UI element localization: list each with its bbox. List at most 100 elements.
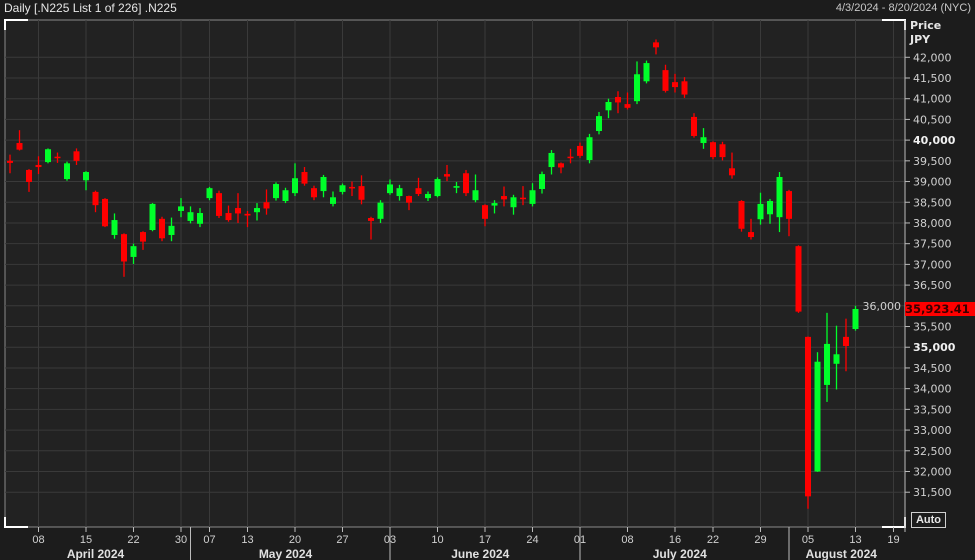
candle: [406, 195, 412, 211]
candle-body: [415, 188, 422, 194]
candle-body: [453, 186, 460, 188]
candle: [767, 198, 773, 224]
candle-body: [16, 143, 23, 150]
x-tick-label: 13: [849, 534, 861, 546]
candle-body: [634, 74, 640, 102]
candle: [757, 192, 764, 225]
x-tick-label: 19: [887, 534, 899, 546]
x-axis: 08 15 22 30 07 13 20 27 03 10 17 24 01 08 16 22 29 05 13 19…: [32, 527, 900, 560]
chart-title: Daily [.N225 List 1 of 226] .N225: [4, 1, 177, 15]
candle: [681, 77, 688, 98]
y-axis-currency: JPY: [910, 33, 931, 46]
candle-body: [444, 174, 450, 177]
candle: [558, 162, 564, 174]
candle-body: [814, 361, 821, 472]
x-tick-label: 07: [203, 534, 215, 546]
candle: [843, 318, 849, 372]
candle-body: [767, 201, 773, 215]
candle: [358, 175, 365, 205]
candle-body: [738, 201, 745, 229]
y-tick-label: 35,500: [913, 321, 952, 334]
candle-body: [757, 203, 764, 220]
candle: [235, 193, 241, 223]
candle: [691, 113, 697, 138]
candle: [35, 156, 42, 175]
candle: [415, 177, 422, 197]
candle-body: [833, 354, 840, 364]
candle: [596, 111, 602, 135]
candle: [178, 198, 184, 218]
candle-body: [501, 196, 507, 200]
candle-body: [254, 208, 260, 213]
candle-body: [197, 213, 203, 224]
candle-body: [301, 172, 308, 184]
candle-body: [206, 188, 213, 199]
candle: [377, 200, 384, 223]
candle: [159, 216, 165, 242]
y-tick-label: 40,500: [913, 113, 952, 126]
candle: [45, 148, 51, 164]
candle: [472, 174, 479, 203]
candle: [643, 60, 650, 84]
candle-body: [852, 308, 859, 330]
candle-body: [681, 81, 688, 95]
candle: [786, 189, 792, 237]
candle: [672, 73, 678, 93]
candle-body: [520, 197, 526, 200]
candle-body: [387, 184, 393, 194]
y-tick-label: 31,500: [913, 486, 952, 499]
y-tick-label: 37,000: [913, 258, 952, 271]
month-label: July 2024: [653, 547, 707, 560]
candle: [539, 171, 545, 194]
candle-body: [615, 97, 621, 103]
candle-body: [83, 172, 89, 181]
candle-body: [567, 156, 574, 159]
month-label: April 2024: [67, 547, 125, 560]
candle-body: [729, 168, 735, 176]
y-tick-label: 33,500: [913, 403, 952, 416]
candle: [605, 98, 612, 119]
candle: [824, 312, 830, 402]
candle-body: [605, 102, 612, 111]
month-label: May 2024: [259, 547, 313, 560]
y-tick-label: 32,500: [913, 445, 952, 458]
candle-body: [263, 202, 270, 209]
candle: [130, 243, 137, 264]
x-tick-label: 10: [431, 534, 443, 546]
candle-body: [662, 70, 669, 91]
candle-body: [273, 184, 279, 199]
candle: [710, 141, 716, 160]
y-tick-label: 39,000: [913, 176, 952, 189]
x-tick-label: 20: [289, 534, 301, 546]
candle: [216, 190, 222, 218]
y-tick-label: 40,000: [913, 134, 956, 147]
candle-body: [776, 176, 783, 218]
candle: [244, 210, 251, 228]
y-tick-label: 34,000: [913, 383, 952, 396]
candle-body: [349, 186, 355, 189]
y-tick-label: 37,500: [913, 238, 952, 251]
candle: [833, 325, 840, 390]
candles: [7, 39, 859, 509]
candle-body: [558, 163, 564, 168]
candle: [453, 181, 460, 194]
candle: [396, 184, 403, 201]
candle: [7, 154, 13, 174]
candle: [168, 217, 175, 242]
candle: [501, 186, 507, 207]
candle-body: [320, 176, 327, 192]
candle-body: [396, 188, 403, 197]
candle-body: [643, 63, 650, 82]
candle-body: [795, 246, 802, 312]
candle-body: [377, 202, 384, 219]
auto-scale-button[interactable]: Auto: [911, 512, 946, 528]
candle: [254, 203, 260, 221]
candle: [615, 91, 621, 114]
candle: [510, 194, 517, 215]
candle-body: [577, 145, 583, 156]
candle-body: [244, 213, 251, 216]
x-tick-label: 16: [669, 534, 681, 546]
month-label: August 2024: [806, 547, 878, 560]
y-tick-label: 38,500: [913, 196, 952, 209]
